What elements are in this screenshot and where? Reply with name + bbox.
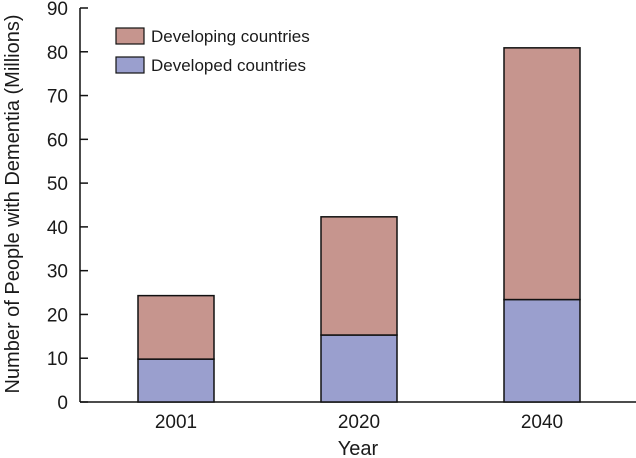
x-tick-label: 2001 [155,412,197,433]
y-axis-title: Number of People with Dementia (Millions… [2,14,24,393]
legend-swatch-developed [115,56,145,74]
bar-developed-2001 [137,358,215,403]
bar-developing-2040 [503,47,581,301]
bar-developing-2001 [137,294,215,360]
y-tick-label: 90 [47,0,68,20]
y-tick-label: 20 [47,305,68,326]
bar-developed-2020 [320,334,398,403]
legend-swatch-developing [115,27,145,45]
y-tick-label: 30 [47,262,68,283]
y-tick-label: 40 [47,218,68,239]
legend-label-developing: Developing countries [151,27,310,46]
bars [137,47,581,403]
y-tick-label: 70 [47,87,68,108]
bar-developing-2020 [320,216,398,336]
y-tick-label: 50 [47,174,68,195]
y-tick-label: 60 [47,130,68,151]
y-tick-label: 10 [47,349,68,370]
x-tick-label: 2020 [338,412,380,433]
y-tick-label: 80 [47,43,68,64]
x-axis-title: Year [338,438,379,458]
legend: Developing countries Developed countries [115,27,310,75]
y-tick-label: 0 [57,393,68,414]
bar-developed-2040 [503,298,581,403]
legend-label-developed: Developed countries [151,56,306,75]
x-tick-label: 2040 [521,412,563,433]
axes: 0 10 20 30 40 50 60 70 80 90 2001 2020 2040 [47,0,636,433]
